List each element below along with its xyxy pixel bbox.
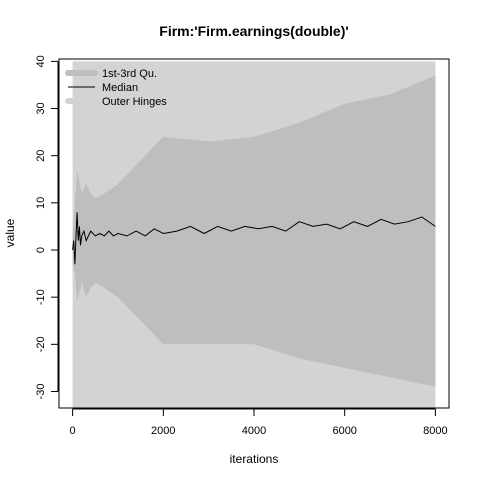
- x-tick-label: 0: [70, 425, 76, 437]
- y-tick-label: 0: [35, 247, 47, 253]
- legend: 1st-3rd Qu. Median Outer Hinges: [65, 68, 167, 108]
- y-tick-label: 30: [35, 102, 47, 114]
- y-tick-label: -30: [35, 384, 47, 400]
- plot-border: [58, 58, 450, 409]
- plot-area: [72, 61, 436, 408]
- x-tick-label: 6000: [332, 425, 356, 437]
- legend-label-median: Median: [102, 82, 138, 94]
- y-tick-label: 10: [35, 197, 47, 209]
- y-tick-label: -10: [35, 289, 47, 305]
- chart-title: Firm:'Firm.earnings(double)': [159, 23, 348, 39]
- quartile-band: [72, 75, 436, 387]
- x-tick-label: 4000: [242, 425, 266, 437]
- y-tick-label: 20: [35, 150, 47, 162]
- legend-label-quartiles: 1st-3rd Qu.: [102, 68, 157, 80]
- y-axis: -30 -20 -10 0 10 20 30 40: [35, 55, 59, 400]
- x-axis-label: iterations: [230, 452, 279, 466]
- y-tick-label: 40: [35, 55, 47, 67]
- x-tick-label: 2000: [151, 425, 175, 437]
- legend-label-outer-hinges: Outer Hinges: [102, 96, 167, 108]
- y-axis-label: value: [3, 218, 17, 247]
- y-tick-label: -20: [35, 336, 47, 352]
- x-axis: 0 2000 4000 6000 8000: [70, 408, 448, 437]
- x-tick-label: 8000: [423, 425, 447, 437]
- median-line: [72, 212, 436, 265]
